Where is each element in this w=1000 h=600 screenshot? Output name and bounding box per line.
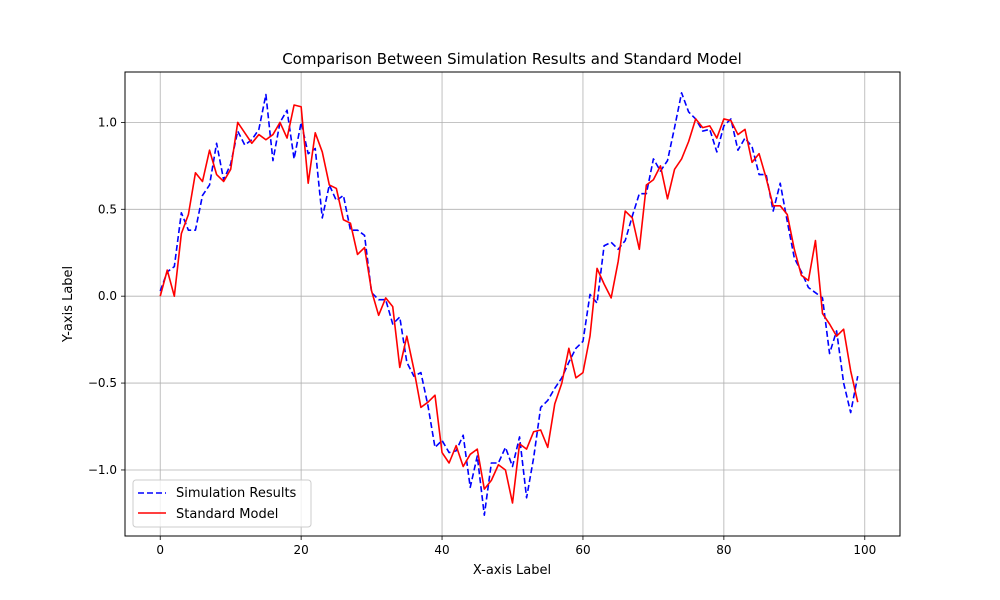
x-tick-label: 40 [434,543,449,557]
y-tick-label: −1.0 [88,463,117,477]
ticks: 0 20 40 60 80 100 −1.0 −0.5 0.0 0.5 1.0 [88,115,876,557]
standard-model-line [159,104,859,504]
x-axis-label: X-axis Label [473,563,551,578]
y-tick-label: −0.5 [88,376,117,390]
x-tick-label: 60 [575,543,590,557]
x-tick-label: 100 [853,543,876,557]
x-tick-label: 80 [716,543,731,557]
legend-box [132,479,312,528]
legend: Simulation Results Standard Model [132,479,312,528]
series-layer [159,92,859,516]
y-tick-label: 0.0 [98,289,117,303]
legend-label-standard: Standard Model [176,507,278,522]
plot-frame [124,71,901,537]
x-tick-label: 0 [156,543,164,557]
chart-title: Comparison Between Simulation Results an… [282,50,742,68]
legend-label-simulation: Simulation Results [176,486,297,501]
y-tick-label: 1.0 [98,115,117,129]
y-tick-label: 0.5 [98,202,117,216]
y-axis-label: Y-axis Label [61,266,76,343]
x-tick-label: 20 [293,543,308,557]
simulation-results-line [159,92,859,516]
grid [125,72,900,536]
